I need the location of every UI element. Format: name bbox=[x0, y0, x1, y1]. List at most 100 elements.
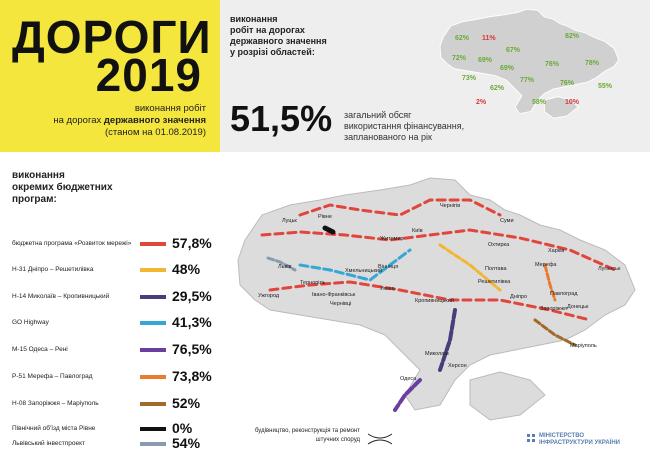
program-name: Північний об'їзд міста Рівне bbox=[12, 425, 96, 432]
city-label: Павлоград bbox=[550, 291, 578, 297]
program-swatch bbox=[140, 295, 166, 299]
region-label: 78% bbox=[585, 60, 600, 67]
program-swatch bbox=[140, 348, 166, 352]
year: 2019 bbox=[95, 49, 202, 101]
program-value: 48% bbox=[172, 261, 201, 277]
program-swatch bbox=[140, 427, 166, 431]
subtitle-text: на дорогах bbox=[53, 115, 102, 126]
subtitle-line: (станом на 01.08.2019) bbox=[104, 127, 206, 138]
city-label: Чернівці bbox=[330, 301, 351, 307]
title: ДОРОГИ bbox=[12, 11, 212, 63]
city-label: Полтава bbox=[485, 266, 507, 272]
region-label: 10% bbox=[565, 99, 580, 106]
region-label: 62% bbox=[490, 85, 505, 92]
city-label: Рівне bbox=[318, 214, 332, 220]
heading-line: виконання bbox=[12, 170, 65, 181]
subtitle-line: виконання робіт bbox=[134, 103, 206, 114]
city-label: Донецьк bbox=[567, 304, 589, 310]
city-label: Мерефа bbox=[535, 262, 557, 268]
program-name: Н-31 Дніпро – Решетилівка bbox=[12, 266, 94, 273]
subtitle: виконання робіт на дорогах державного зн… bbox=[53, 103, 206, 139]
program-name: М-15 Одеса – Рені bbox=[12, 346, 68, 353]
program-name: GO Highway bbox=[12, 319, 49, 326]
logo-text: ІНФРАСТРУКТУРИ УКРАЇНИ bbox=[539, 439, 620, 446]
region-label: 82% bbox=[565, 33, 580, 40]
city-label: Дніпро bbox=[510, 294, 527, 300]
region-label: 69% bbox=[500, 65, 515, 72]
heading-line: робіт на дорогах bbox=[230, 25, 305, 35]
city-label: Одеса bbox=[400, 376, 417, 382]
city-label: Ужгород bbox=[258, 293, 280, 299]
program-value: 0% bbox=[172, 420, 193, 436]
description-line: використання фінансування, bbox=[344, 121, 465, 131]
city-label: Хмельницький bbox=[345, 267, 382, 274]
description-line: загальний обсяг bbox=[344, 110, 412, 120]
city-label: Решетилівка bbox=[478, 279, 511, 285]
region-label: 73% bbox=[462, 75, 477, 82]
program-name: Н-14 Миколаїв – Кропивницький bbox=[12, 293, 110, 300]
region-label: 76% bbox=[560, 80, 575, 87]
city-label: Луцьк bbox=[282, 218, 297, 224]
heading-line: державного значення bbox=[230, 36, 327, 46]
city-label: Львів bbox=[278, 264, 292, 270]
program-swatch bbox=[140, 321, 166, 325]
city-label: Умань bbox=[380, 286, 396, 292]
program-name: Львівський інвестпроект bbox=[12, 440, 85, 447]
routes bbox=[260, 198, 617, 412]
city-label: Луганськ bbox=[598, 266, 621, 272]
program-name: Н-08 Запоріжжя – Маріуполь bbox=[12, 400, 99, 407]
program-value: 52% bbox=[172, 395, 201, 411]
hero-panel: ДОРОГИ 2019 виконання робіт на дорогах д… bbox=[0, 0, 220, 152]
program-value: 29,5% bbox=[172, 288, 212, 304]
city-label: Маріуполь bbox=[570, 343, 597, 349]
city-label: Херсон bbox=[448, 363, 467, 369]
programs-heading: виконання окремих бюджетних програм: bbox=[12, 170, 113, 206]
city-label: Запоріжжя bbox=[540, 306, 567, 312]
subtitle-bold: державного значення bbox=[103, 115, 206, 126]
program-value: 73,8% bbox=[172, 368, 212, 384]
city-label: Миколаїв bbox=[425, 351, 449, 357]
heading-line: виконання bbox=[230, 14, 278, 24]
region-label: 11% bbox=[482, 35, 496, 42]
city-label: Харків bbox=[548, 248, 564, 254]
heading-line: у розрізі областей: bbox=[230, 47, 315, 57]
heading-line: програм: bbox=[12, 194, 57, 205]
legend-icon bbox=[367, 433, 393, 445]
heading-line: окремих бюджетних bbox=[12, 182, 113, 193]
city-label: Київ bbox=[412, 228, 423, 234]
region-label: 72% bbox=[452, 55, 467, 62]
program-swatch bbox=[140, 242, 166, 246]
logo-text: МІНІСТЕРСТВО bbox=[539, 433, 584, 439]
region-label: 62% bbox=[455, 35, 470, 42]
city-label: Вінниця bbox=[378, 264, 398, 270]
program-value: 76,5% bbox=[172, 341, 212, 357]
region-label: 2% bbox=[476, 99, 487, 106]
region-label: 55% bbox=[598, 83, 613, 90]
city-label: Житомир bbox=[380, 236, 404, 242]
program-swatch bbox=[140, 402, 166, 406]
program-swatch bbox=[140, 375, 166, 379]
program-value: 41,3% bbox=[172, 314, 212, 330]
region-label: 69% bbox=[478, 57, 493, 64]
city-label: Кропивницький bbox=[415, 297, 454, 304]
region-label: 67% bbox=[506, 47, 521, 54]
program-swatch bbox=[140, 442, 166, 446]
program-name: Р-51 Мерефа – Павлоград bbox=[12, 373, 93, 380]
city-label: Охтирка bbox=[488, 242, 510, 248]
legend-text: штучних споруд bbox=[316, 437, 361, 443]
region-label: 76% bbox=[545, 61, 560, 68]
city-label: Тернопіль bbox=[300, 280, 326, 286]
region-label: 58% bbox=[532, 99, 547, 106]
program-value: 57,8% bbox=[172, 235, 212, 251]
program-name: бюджетна програма «Розвиток мережі» bbox=[12, 240, 132, 247]
city-label: Чернігів bbox=[440, 203, 460, 209]
legend-text: будівництво, реконструкція та ремонт bbox=[255, 428, 360, 434]
city-label: Суми bbox=[500, 218, 514, 224]
description-line: запланованого на рік bbox=[344, 132, 432, 142]
total-description: загальний обсяг використання фінансування… bbox=[344, 110, 464, 143]
regions-heading: виконання робіт на дорогах державного знач… bbox=[230, 14, 327, 58]
city-label: Івано-Франківськ bbox=[312, 292, 356, 298]
program-swatch bbox=[140, 268, 166, 272]
